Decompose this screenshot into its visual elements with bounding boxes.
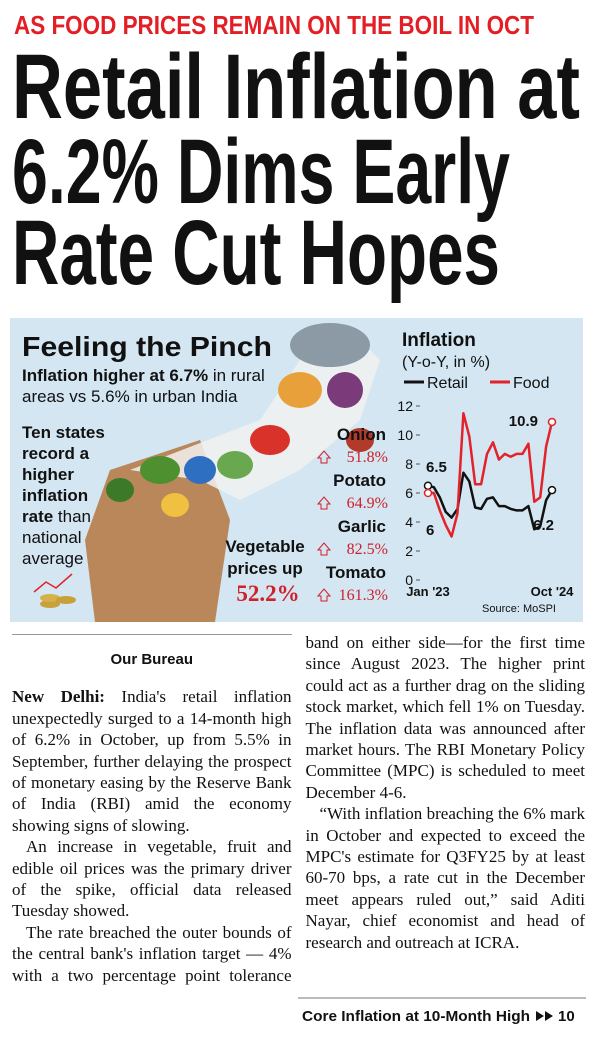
footer-page: 10 [558, 1008, 575, 1025]
data-label: 6.2 [533, 517, 554, 534]
chart-source: Source: MoSPI [482, 603, 556, 615]
chart: Inflation(Y-o-Y, in %)Retail Food02468101… [397, 330, 574, 615]
states-note: national [22, 528, 82, 547]
chart-title: Inflation [402, 330, 476, 351]
up-arrow [316, 450, 332, 464]
dateline: New Delhi: [12, 687, 105, 707]
item-change: 51.8% [347, 449, 388, 466]
states-note: average [22, 549, 83, 568]
footer-text: Core Inflation at 10-Month High [302, 1008, 530, 1025]
end-marker [423, 481, 433, 490]
y-tick-label: 8 [405, 456, 413, 472]
y-tick-label: 12 [397, 398, 413, 414]
states-note-bold: rate [22, 507, 53, 526]
x-tick-label: Jan '23 [406, 584, 450, 599]
byline: Our Bureau [12, 634, 292, 686]
vegetables-label: prices up [227, 559, 303, 578]
end-marker [547, 417, 557, 427]
headline: Rate Cut Hopes [12, 202, 500, 304]
legend-label: Retail [427, 375, 468, 392]
paragraph: New Delhi: India's retail inflation unex… [12, 686, 292, 836]
item-name: Potato [333, 471, 386, 490]
summary: Inflation higher at 6.7% in rural [22, 366, 265, 385]
up-arrow [316, 542, 332, 556]
illustration [33, 323, 380, 622]
states-note: rate than [22, 507, 91, 526]
line-series [428, 412, 554, 538]
states-note-text: than [53, 507, 91, 526]
footer: Core Inflation at 10-Month High 10 [298, 997, 586, 1025]
infographic-title: Feeling the Pinch [22, 331, 272, 362]
chart-subtitle: (Y-o-Y, in %) [402, 354, 490, 371]
header-graphic: AS FOOD PRICES REMAIN ON THE BOIL IN OCT… [10, 10, 583, 622]
end-marker [547, 485, 557, 495]
data-label: 6 [426, 522, 434, 539]
line-series [427, 471, 554, 531]
end-marker [423, 488, 433, 498]
y-tick-label: 10 [397, 427, 413, 443]
states-note: Ten states [22, 423, 105, 442]
paragraph: The rate breached the outer bounds of th… [12, 633, 585, 985]
item-name: Garlic [338, 517, 386, 536]
item-change: 64.9% [347, 495, 388, 512]
headline: Retail Inflation at [12, 36, 580, 138]
y-tick-label: 2 [405, 543, 413, 559]
item-change: 161.3% [339, 587, 388, 604]
kicker: AS FOOD PRICES REMAIN ON THE BOIL IN OCT [14, 10, 534, 40]
item-list: Onion 51.8% Potato 64.9% Garlic 82.5% Tomato 16… [316, 425, 388, 604]
x-tick-label: Oct '24 [531, 584, 575, 599]
y-tick-label: 4 [405, 514, 413, 530]
summary-text: areas vs 5.6% in urban India [22, 387, 238, 406]
headline: 6.2% Dims Early [12, 121, 510, 223]
summary-bold: Inflation higher at 6.7% [22, 366, 208, 385]
article-body: Our Bureau New Delhi: India's retail inf… [12, 632, 585, 994]
paragraph: “With inflation breaching the 6% mark in… [305, 804, 586, 952]
summary-text: in rural [208, 366, 265, 385]
item-name: Tomato [326, 563, 386, 582]
item-change: 82.5% [347, 541, 388, 558]
vegetables-label: Vegetable [225, 537, 304, 556]
states-note: higher [22, 465, 74, 484]
footer-arrows [536, 1011, 553, 1021]
y-tick-label: 0 [405, 572, 413, 588]
states-note: inflation [22, 486, 88, 505]
data-label: 6.5 [426, 459, 447, 476]
states-note: record a [22, 444, 90, 463]
data-label: 10.9 [509, 413, 538, 430]
up-arrow [316, 496, 332, 510]
paragraph: An increase in vegetable, fruit and edib… [12, 837, 292, 921]
y-tick-label: 6 [405, 485, 413, 501]
vegetables-change: 52.2% [236, 581, 299, 606]
paragraph-text: India's retail inflation unexpectedly su… [12, 687, 292, 835]
legend-label: Food [513, 375, 549, 392]
up-arrow [316, 588, 332, 602]
item-name: Onion [337, 425, 386, 444]
